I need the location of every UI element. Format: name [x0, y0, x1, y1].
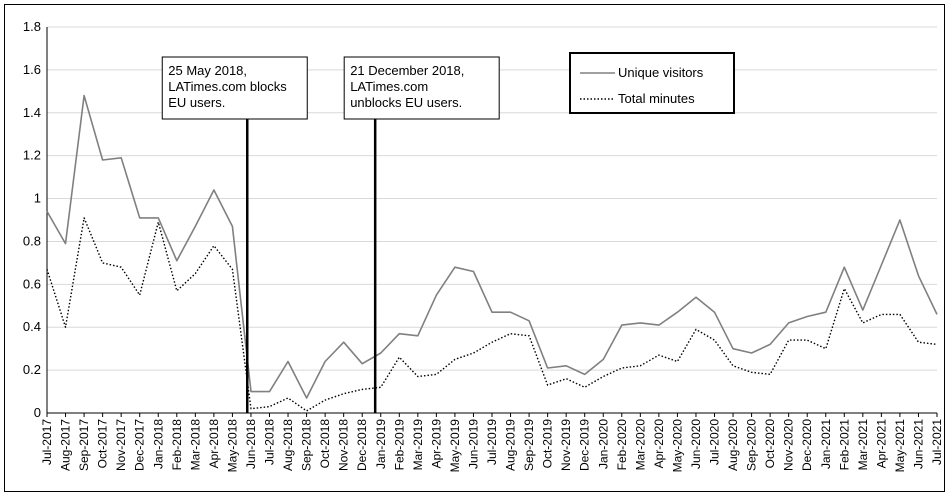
x-tick-label: Jan-2021: [819, 419, 833, 469]
y-tick-label: 0: [34, 405, 41, 420]
x-tick-label: Jun-2018: [244, 419, 258, 469]
y-tick-label: 1.8: [23, 19, 41, 34]
x-tick-label: Nov-2017: [114, 419, 128, 471]
x-tick-label: May-2021: [893, 419, 907, 473]
x-tick-label: Feb-2019: [392, 419, 406, 471]
annotation-box-2: [343, 56, 500, 120]
annotation-text: unblocks EU users.: [350, 95, 462, 110]
x-tick-label: Apr-2020: [652, 419, 666, 469]
x-tick-label: Feb-2018: [170, 419, 184, 471]
annotation-text: 21 December 2018,: [350, 63, 464, 78]
x-tick-label: Jun-2019: [466, 419, 480, 469]
annotation-text: EU users.: [168, 95, 225, 110]
x-tick-label: Oct-2019: [541, 419, 555, 469]
chart-frame: 0 0.2 0.4 0.6 0.8 1 1.2 1.4 1.6 1.8 Jul-2017 Aug-20…: [4, 4, 945, 492]
annotation-box-1: [161, 56, 308, 120]
x-tick-label: Dec-2019: [578, 419, 592, 471]
x-tick-label: Aug-2018: [281, 419, 295, 471]
legend: Unique visitors Total minutes: [569, 52, 735, 114]
x-tick-label: Jan-2019: [374, 419, 388, 469]
x-tick-label: Jan-2020: [596, 419, 610, 469]
x-tick-label: Jun-2020: [689, 419, 703, 469]
x-tick-label: Aug-2020: [726, 419, 740, 471]
x-tick-label: Mar-2021: [856, 419, 870, 471]
y-tick-label: 0.4: [23, 319, 41, 334]
x-tick-label: Nov-2018: [337, 419, 351, 471]
annotation-text: LATimes.com: [350, 79, 428, 94]
x-tick-label: May-2018: [225, 419, 239, 473]
x-tick-label: Apr-2021: [874, 419, 888, 469]
x-tick-label: Mar-2018: [188, 419, 202, 471]
axes: 0 0.2 0.4 0.6 0.8 1 1.2 1.4 1.6 1.8 Jul-2017 Aug-20…: [23, 19, 944, 472]
y-tick-label: 1.4: [23, 105, 41, 120]
x-tick-label: Mar-2020: [633, 419, 647, 471]
y-tick-label: 0.2: [23, 362, 41, 377]
x-tick-label: Dec-2017: [133, 419, 147, 471]
x-tick-label: Nov-2020: [782, 419, 796, 471]
x-tick-label: Dec-2020: [800, 419, 814, 471]
legend-label: Total minutes: [618, 91, 695, 106]
x-tick-label: Dec-2018: [355, 419, 369, 471]
x-tick-label: Jul-2017: [40, 419, 54, 465]
x-tick-label: Sep-2019: [522, 419, 536, 471]
y-tick-label: 1.2: [23, 148, 41, 163]
x-tick-label: Feb-2020: [615, 419, 629, 471]
series-lines: [46, 94, 938, 412]
x-tick-label: Jul-2021: [930, 419, 944, 465]
x-tick-label: Sep-2020: [745, 419, 759, 471]
legend-label: Unique visitors: [618, 65, 704, 80]
x-tick-label: Sep-2018: [300, 419, 314, 471]
x-tick-label: Jul-2019: [485, 419, 499, 465]
series-line-unique-visitors: [46, 94, 938, 399]
x-tick-label: Apr-2018: [207, 419, 221, 469]
y-tick-label: 1: [34, 191, 41, 206]
legend-box: [569, 52, 735, 114]
x-tick-label: May-2020: [670, 419, 684, 473]
annotation-text: LATimes.com blocks: [168, 79, 287, 94]
x-tick-label: Jan-2018: [151, 419, 165, 469]
x-tick-label: Oct-2017: [96, 419, 110, 469]
x-tick-label: May-2019: [448, 419, 462, 473]
x-tick-label: Aug-2019: [504, 419, 518, 471]
x-tick-label: Oct-2020: [763, 419, 777, 469]
line-chart: 0 0.2 0.4 0.6 0.8 1 1.2 1.4 1.6 1.8 Jul-2017 Aug-20…: [23, 19, 944, 472]
annotation-text: 25 May 2018,: [168, 63, 247, 78]
x-tick-label: Oct-2018: [318, 419, 332, 469]
series-line-total-minutes: [46, 217, 938, 412]
x-tick-label: Jun-2021: [911, 419, 925, 469]
x-tick-label: Aug-2017: [59, 419, 73, 471]
y-tick-label: 1.6: [23, 62, 41, 77]
x-tick-label: Jul-2020: [708, 419, 722, 465]
x-tick-label: Apr-2019: [429, 419, 443, 469]
x-tick-label: Sep-2017: [77, 419, 91, 471]
x-tick-label: Feb-2021: [837, 419, 851, 471]
x-tick-label: Jul-2018: [263, 419, 277, 465]
y-tick-label: 0.6: [23, 276, 41, 291]
x-tick-label: Mar-2019: [411, 419, 425, 471]
x-tick-label: Nov-2019: [559, 419, 573, 471]
y-tick-label: 0.8: [23, 233, 41, 248]
